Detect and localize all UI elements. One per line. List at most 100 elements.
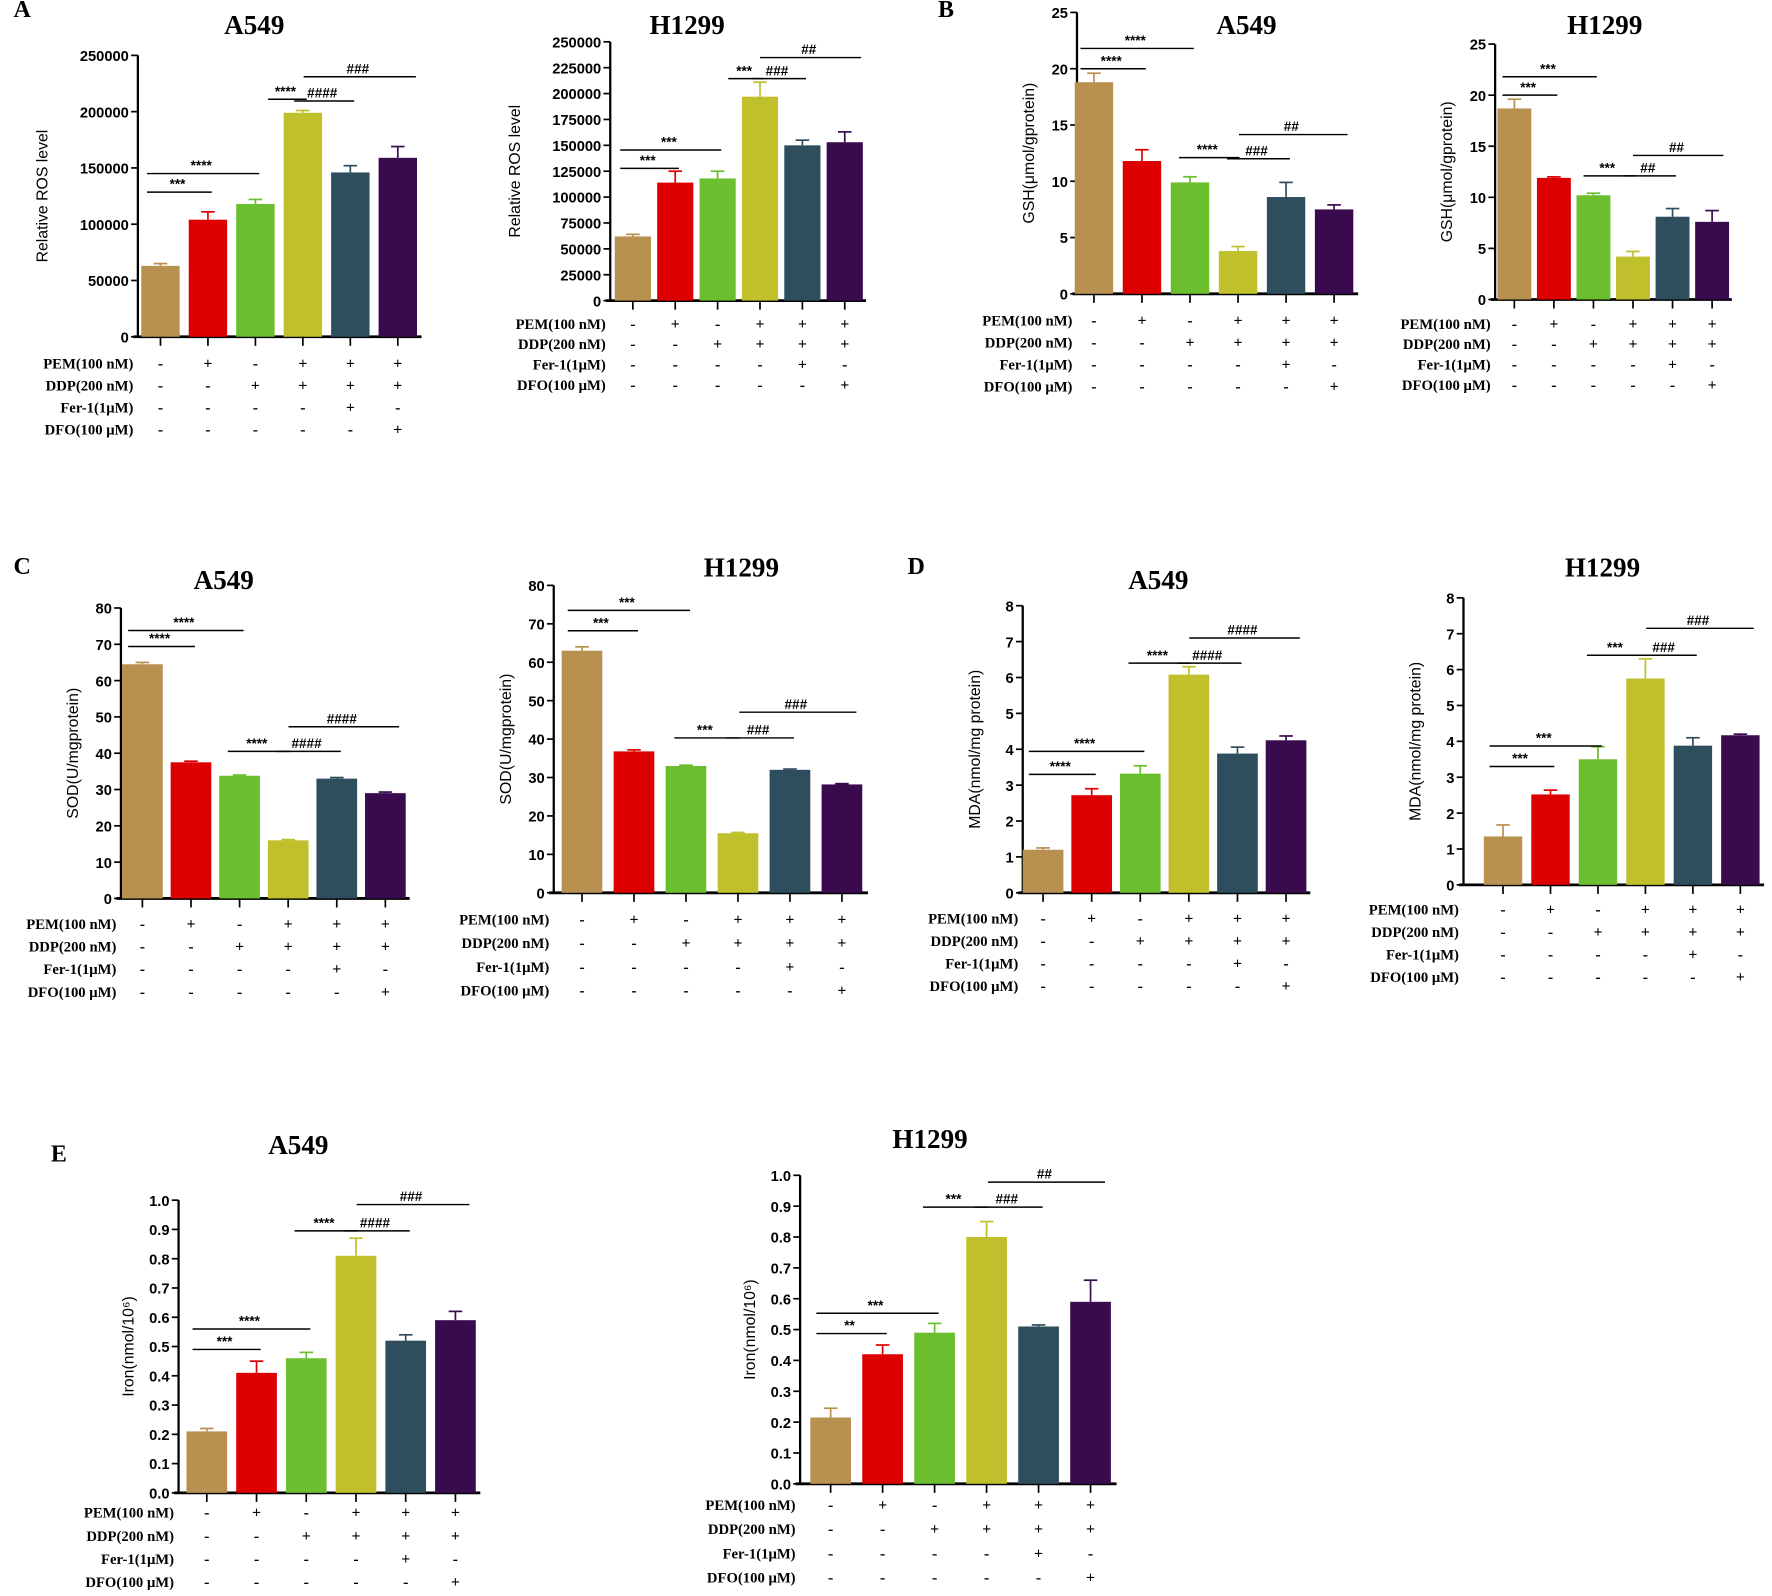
minus-sign: - xyxy=(204,1551,209,1568)
minus-sign: - xyxy=(1331,357,1336,374)
significance-label: **** xyxy=(1197,142,1219,157)
y-tick-label: 2 xyxy=(1446,807,1454,823)
minus-sign: - xyxy=(1091,312,1096,329)
y-tick-label: 50 xyxy=(96,711,112,727)
y-tick-label: 0.2 xyxy=(771,1416,791,1432)
plus-sign: + xyxy=(1233,910,1242,927)
y-tick-label: 20 xyxy=(96,819,112,835)
minus-sign: - xyxy=(673,336,678,353)
minus-sign: - xyxy=(984,1570,989,1587)
y-tick-label: 0.9 xyxy=(149,1223,169,1239)
minus-sign: - xyxy=(828,1521,833,1538)
chart-title: A549 xyxy=(268,1130,328,1160)
treatment-label: DDP(200 nM) xyxy=(708,1522,796,1538)
bar-6 xyxy=(826,142,863,301)
minus-sign: - xyxy=(1670,377,1675,394)
minus-sign: - xyxy=(1139,357,1144,374)
y-tick-label: 70 xyxy=(528,617,544,633)
plus-sign: + xyxy=(1282,933,1291,950)
plus-sign: + xyxy=(284,916,293,933)
y-tick-label: 125000 xyxy=(552,165,601,181)
minus-sign: - xyxy=(579,983,584,1000)
plus-sign: + xyxy=(393,377,402,394)
y-tick-label: 40 xyxy=(528,733,544,749)
bar-3 xyxy=(219,775,260,899)
bar-2 xyxy=(170,762,212,899)
significance-label: ## xyxy=(1037,1167,1053,1182)
y-tick-label: 0.4 xyxy=(771,1354,792,1370)
y-tick-label: 5 xyxy=(1006,707,1014,723)
chart-E-A549: A549 0.0 0.1 0.2 0.3 0.4 0.5 0.6 0.7 0.8 0.9 1.0 Iro… xyxy=(84,1130,481,1591)
minus-sign: - xyxy=(334,984,339,1001)
bar-1 xyxy=(810,1417,851,1484)
significance-label: *** xyxy=(619,595,636,610)
chart-A-A549: A549 0 50000 100000 150000 200000 250000 Relati… xyxy=(34,10,422,439)
minus-sign: - xyxy=(1643,969,1648,986)
bar-4 xyxy=(335,1255,377,1493)
minus-sign: - xyxy=(1187,312,1192,329)
minus-sign: - xyxy=(1235,357,1240,374)
y-tick-label: 0.8 xyxy=(149,1252,169,1268)
y-axis-label: MDA(nmol/mg protein) xyxy=(1408,662,1425,821)
minus-sign: - xyxy=(403,1574,408,1591)
bar-3 xyxy=(914,1332,955,1484)
y-tick-label: 0 xyxy=(104,892,112,908)
significance-label: **** xyxy=(239,1314,261,1329)
treatment-label: PEM(100 nM) xyxy=(516,317,606,333)
y-tick-label: 225000 xyxy=(552,61,601,77)
chart-E-H1299: H1299 0.0 0.1 0.2 0.3 0.4 0.5 0.6 0.7 0.8 0.9 1.0 Ir… xyxy=(705,1124,1117,1587)
y-tick-label: 0 xyxy=(1446,879,1454,895)
significance-label: *** xyxy=(1599,160,1616,175)
y-tick-label: 1.0 xyxy=(771,1169,791,1185)
minus-sign: - xyxy=(1091,335,1096,352)
bar-2 xyxy=(1531,794,1570,885)
treatment-label: Fer-1(1μM) xyxy=(43,962,116,978)
plus-sign: + xyxy=(1282,312,1291,329)
panel-label-B: B xyxy=(938,0,954,23)
plus-sign: + xyxy=(332,961,341,978)
bar-5 xyxy=(784,145,821,301)
minus-sign: - xyxy=(158,422,163,439)
minus-sign: - xyxy=(1089,933,1094,950)
y-tick-label: 7 xyxy=(1446,627,1454,643)
minus-sign: - xyxy=(630,357,635,374)
minus-sign: - xyxy=(1643,946,1648,963)
plus-sign: + xyxy=(1034,1521,1043,1538)
significance-label: **** xyxy=(1125,33,1147,48)
y-tick-label: 10 xyxy=(1470,191,1486,207)
minus-sign: - xyxy=(1187,357,1192,374)
plus-sign: + xyxy=(1086,1521,1095,1538)
minus-sign: - xyxy=(1187,379,1192,396)
y-tick-label: 200000 xyxy=(552,87,601,103)
plus-sign: + xyxy=(1668,357,1677,374)
chart-title: H1299 xyxy=(649,10,724,40)
minus-sign: - xyxy=(631,983,636,1000)
y-tick-label: 20 xyxy=(528,810,544,826)
y-tick-label: 1.0 xyxy=(149,1194,169,1210)
bar-3 xyxy=(1170,182,1210,294)
treatment-label: DDP(200 nM) xyxy=(462,936,550,952)
plus-sign: + xyxy=(1593,924,1602,941)
plus-sign: + xyxy=(1668,316,1677,333)
minus-sign: - xyxy=(932,1570,937,1587)
bar-3 xyxy=(285,1358,327,1493)
y-tick-label: 1 xyxy=(1006,851,1014,867)
minus-sign: - xyxy=(254,1551,259,1568)
plus-sign: + xyxy=(302,1528,311,1545)
plus-sign: + xyxy=(798,357,807,374)
plus-sign: + xyxy=(1546,901,1555,918)
plus-sign: + xyxy=(1688,901,1697,918)
minus-sign: - xyxy=(204,1528,209,1545)
y-tick-label: 0.8 xyxy=(771,1231,791,1247)
bar-6 xyxy=(1695,221,1730,300)
significance-label: #### xyxy=(291,736,322,751)
minus-sign: - xyxy=(188,961,193,978)
y-tick-label: 6 xyxy=(1006,671,1014,687)
plus-sign: + xyxy=(1736,924,1745,941)
minus-sign: - xyxy=(1138,978,1143,995)
bar-6 xyxy=(1721,735,1760,885)
plus-sign: + xyxy=(351,1505,360,1522)
significance-label: ### xyxy=(1245,143,1268,158)
y-tick-label: 150000 xyxy=(552,139,601,155)
y-tick-label: 4 xyxy=(1006,743,1015,759)
